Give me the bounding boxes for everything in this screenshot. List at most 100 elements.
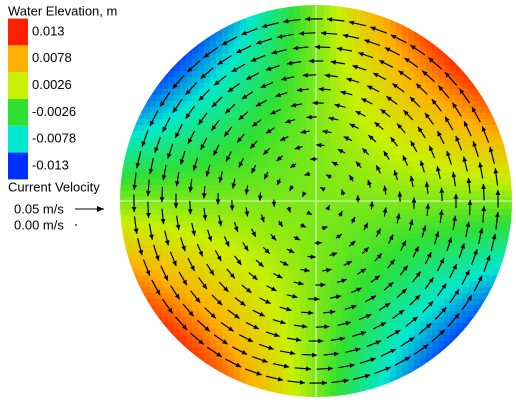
field-cell	[270, 119, 277, 126]
field-cell	[378, 11, 385, 18]
field-cell	[432, 281, 439, 288]
field-cell	[384, 293, 391, 300]
field-cell	[276, 149, 283, 156]
field-cell	[462, 239, 469, 246]
field-cell	[498, 227, 505, 234]
field-cell	[282, 371, 289, 378]
field-cell	[270, 215, 277, 222]
field-cell	[438, 359, 445, 366]
legend-label: -0.013	[32, 157, 69, 172]
field-cell	[282, 143, 289, 150]
field-cell	[408, 239, 415, 246]
field-cell	[366, 167, 373, 174]
field-cell	[312, 209, 319, 216]
field-cell	[312, 107, 319, 114]
field-cell	[324, 5, 331, 12]
field-cell	[444, 317, 451, 324]
field-cell	[270, 257, 277, 264]
field-cell	[468, 119, 475, 126]
field-cell	[456, 95, 463, 102]
field-cell	[282, 29, 289, 36]
field-cell	[354, 5, 361, 12]
field-cell	[228, 101, 235, 108]
field-cell	[132, 101, 139, 108]
field-cell	[312, 35, 319, 42]
field-cell	[402, 299, 409, 306]
field-cell	[354, 89, 361, 96]
field-cell	[222, 215, 229, 222]
field-cell	[276, 113, 283, 120]
field-cell	[288, 155, 295, 162]
field-cell	[258, 317, 265, 324]
field-cell	[372, 335, 379, 342]
field-cell	[270, 353, 277, 360]
field-cell	[240, 221, 247, 228]
field-cell	[264, 179, 271, 186]
field-cell	[510, 239, 516, 246]
field-cell	[408, 245, 415, 252]
field-cell	[414, 119, 421, 126]
field-cell	[300, 17, 307, 24]
field-cell	[258, 89, 265, 96]
field-cell	[300, 5, 307, 12]
field-cell	[336, 359, 343, 366]
field-cell	[246, 155, 253, 162]
field-cell	[162, 263, 169, 270]
field-cell	[498, 263, 505, 270]
field-cell	[426, 161, 433, 168]
field-cell	[234, 185, 241, 192]
field-cell	[462, 329, 469, 336]
field-cell	[270, 293, 277, 300]
field-cell	[390, 293, 397, 300]
field-cell	[264, 53, 271, 60]
legend-title: Water Elevation, m	[8, 3, 117, 18]
field-cell	[342, 65, 349, 72]
field-cell	[144, 203, 151, 210]
field-cell	[270, 311, 277, 318]
field-cell	[330, 395, 337, 401]
field-cell	[264, 317, 271, 324]
field-cell	[288, 275, 295, 282]
field-cell	[414, 365, 421, 372]
field-cell	[222, 137, 229, 144]
field-cell	[318, 71, 325, 78]
field-cell	[264, 203, 271, 210]
field-cell	[498, 161, 505, 168]
field-cell	[270, 263, 277, 270]
field-cell	[438, 203, 445, 210]
field-cell	[330, 245, 337, 252]
field-cell	[360, 233, 367, 240]
field-cell	[438, 35, 445, 42]
field-cell	[402, 371, 409, 378]
field-cell	[306, 221, 313, 228]
field-cell	[384, 257, 391, 264]
field-cell	[216, 29, 223, 36]
field-cell	[468, 323, 475, 330]
field-cell	[348, 293, 355, 300]
field-cell	[486, 143, 493, 150]
field-cell	[168, 269, 175, 276]
field-cell	[372, 11, 379, 18]
field-cell	[504, 227, 511, 234]
field-cell	[342, 41, 349, 48]
field-cell	[198, 185, 205, 192]
field-cell	[336, 179, 343, 186]
field-cell	[336, 317, 343, 324]
field-cell	[276, 395, 283, 401]
field-cell	[264, 365, 271, 372]
field-cell	[126, 227, 133, 234]
field-cell	[450, 209, 457, 216]
field-cell	[366, 329, 373, 336]
field-cell	[168, 161, 175, 168]
field-cell	[294, 251, 301, 258]
field-cell	[198, 311, 205, 318]
field-cell	[360, 323, 367, 330]
field-cell	[180, 149, 187, 156]
field-cell	[288, 83, 295, 90]
field-cell	[180, 215, 187, 222]
legend-label: -0.0026	[32, 104, 76, 119]
field-cell	[120, 173, 127, 180]
field-cell	[144, 299, 151, 306]
field-cell	[246, 221, 253, 228]
field-cell	[486, 197, 493, 204]
